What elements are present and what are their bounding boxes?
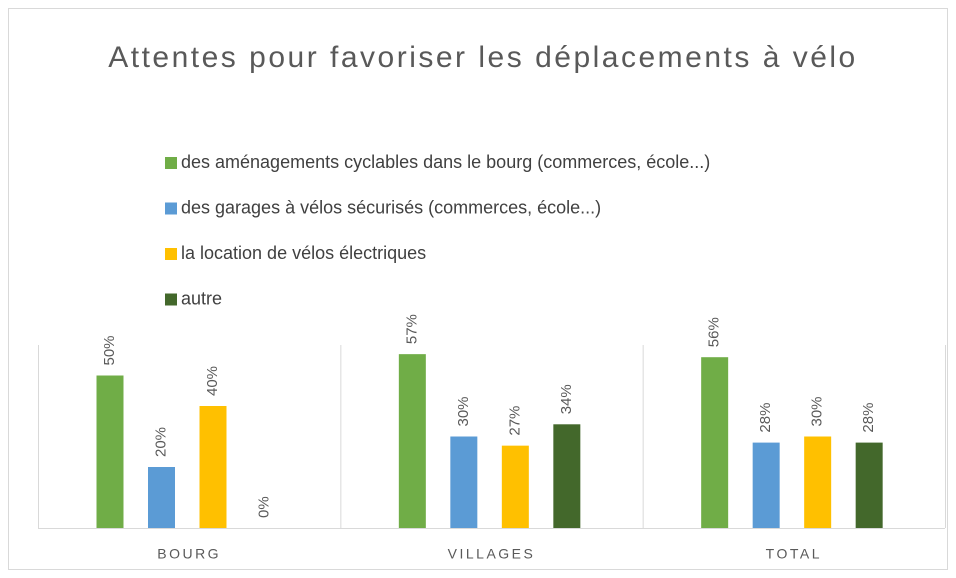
data-label: 30%	[455, 396, 472, 426]
data-label: 50%	[101, 335, 118, 365]
data-label: 56%	[706, 317, 723, 347]
bar	[199, 406, 227, 528]
data-label: 0%	[255, 496, 272, 518]
legend-label: autre	[181, 288, 222, 308]
data-label: 40%	[204, 366, 221, 396]
data-label: 27%	[506, 406, 523, 436]
bar	[701, 357, 729, 528]
data-label: 20%	[152, 427, 169, 457]
bar	[855, 442, 883, 528]
data-label: 28%	[860, 403, 877, 433]
bar	[501, 445, 529, 528]
legend-swatch	[165, 293, 177, 306]
x-tick-label: TOTAL	[766, 546, 822, 562]
x-tick-label: VILLAGES	[448, 546, 536, 562]
data-label: 34%	[558, 384, 575, 414]
data-label: 30%	[809, 396, 826, 426]
chart-border	[8, 8, 948, 570]
legend-swatch	[165, 157, 177, 169]
legend-swatch	[165, 202, 177, 215]
legend-swatch	[165, 248, 177, 260]
legend-label: des aménagements cyclables dans le bourg…	[181, 152, 710, 172]
legend-label: la location de vélos électriques	[181, 243, 426, 263]
bar	[96, 375, 124, 528]
bar	[398, 354, 426, 528]
data-label: 57%	[403, 314, 420, 344]
bar	[553, 424, 581, 528]
bar	[752, 442, 780, 528]
legend-label: des garages à vélos sécurisés (commerces…	[181, 197, 601, 217]
bar	[148, 467, 175, 528]
chart-title: Attentes pour favoriser les déplacements…	[108, 41, 858, 74]
bar	[450, 436, 478, 528]
bar	[804, 436, 832, 528]
x-tick-label: BOURG	[157, 546, 221, 562]
data-label: 28%	[757, 403, 774, 433]
